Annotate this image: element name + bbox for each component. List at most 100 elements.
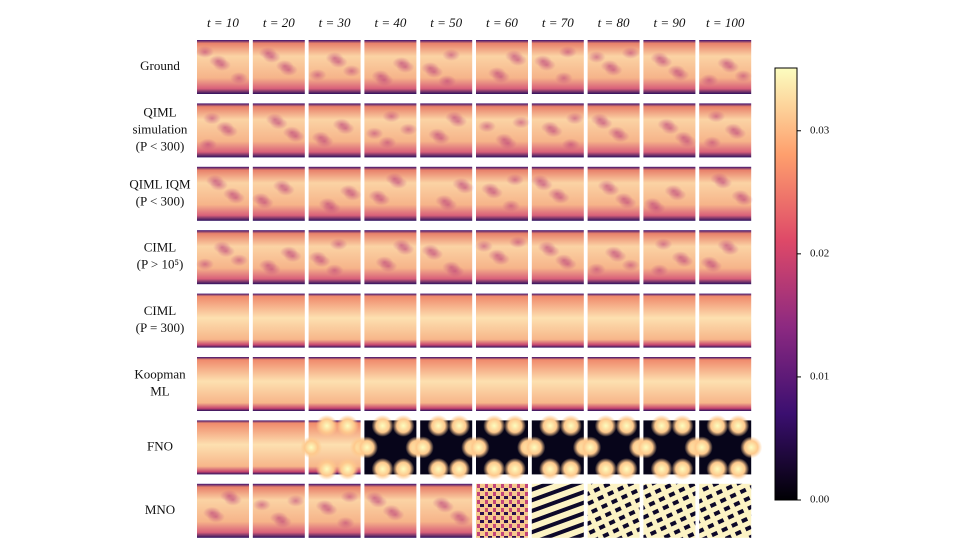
tile-spot — [590, 113, 609, 126]
tile-spot — [587, 51, 606, 63]
tile-blob — [650, 458, 673, 480]
tile-spot — [643, 197, 662, 210]
tile-bg — [364, 357, 417, 411]
tile-bg — [197, 357, 249, 411]
heatmap-tile — [197, 103, 249, 158]
tile-spot — [308, 69, 327, 81]
tile-bg — [252, 357, 305, 411]
tile-bg — [531, 357, 584, 411]
heatmap-tile — [420, 166, 475, 221]
tile-spot — [332, 118, 351, 131]
tile-bg — [197, 420, 249, 475]
tile-spot — [325, 52, 344, 64]
tile-blob — [315, 458, 338, 480]
tile-spot — [724, 123, 743, 136]
heatmap-tile — [643, 166, 696, 221]
heatmap-tile — [308, 357, 361, 411]
heatmap-tile — [252, 420, 305, 475]
heatmap-tile — [252, 40, 305, 94]
heatmap-tile — [197, 420, 249, 475]
heatmap-tile — [531, 230, 584, 285]
tile-blob — [559, 414, 582, 437]
heatmap-tile — [364, 103, 418, 158]
tile-blob — [356, 436, 378, 459]
tile-blob — [539, 414, 561, 437]
tile-blob — [483, 458, 506, 480]
tile-blob — [740, 436, 763, 459]
tile-spot — [650, 264, 669, 277]
heatmap-tile — [699, 230, 752, 285]
tile-bg — [643, 483, 696, 538]
tile-spot — [587, 263, 606, 276]
tile-blob — [706, 458, 729, 480]
row-label: CIML — [144, 303, 177, 318]
row-label: (P < 300) — [136, 193, 185, 208]
tile-bg — [531, 483, 584, 538]
tile-spot — [382, 504, 401, 517]
tile-blob — [504, 414, 526, 437]
tile-spot — [657, 118, 676, 131]
tile-spot — [710, 172, 729, 185]
colorbar-tick-label: 0.01 — [810, 370, 829, 382]
heatmap-tile — [252, 483, 305, 538]
tile-spot — [438, 75, 457, 87]
tile-spot — [258, 259, 277, 272]
tile-blob — [706, 414, 729, 437]
row-label: (P > 10⁵) — [137, 257, 184, 272]
tile-blob — [523, 436, 546, 459]
tile-spot — [399, 123, 418, 136]
heatmap-tile — [308, 483, 361, 538]
heatmap-tile — [308, 293, 361, 348]
column-label: t = 60 — [486, 15, 518, 30]
heatmap-tile — [579, 414, 651, 480]
tile-spot — [209, 55, 227, 67]
row-label: CIML — [144, 240, 177, 255]
tile-blob — [650, 414, 673, 437]
tile-spot — [664, 184, 683, 197]
tile-blob — [615, 414, 638, 437]
heatmap-tile — [308, 103, 361, 158]
tile-blob — [635, 436, 657, 459]
tile-spot — [203, 112, 221, 125]
row-label: (P = 300) — [136, 320, 185, 335]
tile-bg — [197, 293, 249, 348]
column-label: t = 80 — [598, 15, 630, 30]
row-label: simulation — [133, 121, 188, 136]
tile-blob — [483, 414, 506, 437]
heatmap-tile — [476, 103, 530, 158]
tile-bg — [420, 166, 473, 221]
tile-spot — [203, 506, 221, 519]
tile-blob — [727, 458, 750, 480]
tile-spot — [325, 264, 344, 277]
heatmap-tile — [531, 103, 584, 158]
heatmap-tile — [587, 293, 640, 348]
tile-spot — [392, 239, 411, 252]
tile-blob — [411, 436, 434, 459]
tile-spot — [475, 240, 493, 253]
heatmap-tile — [531, 293, 584, 348]
tile-spot — [703, 136, 722, 149]
heatmap-tile — [364, 40, 417, 94]
heatmap-tile — [196, 40, 249, 94]
tile-blob — [559, 458, 582, 480]
tile-bg — [364, 293, 417, 348]
tile-spot — [258, 47, 277, 59]
tile-blob — [690, 436, 713, 459]
tile-spot — [199, 138, 217, 151]
tile-spot — [339, 184, 358, 197]
tile-bg — [420, 357, 473, 411]
row-label: QIML IQM — [129, 176, 191, 191]
tile-spot — [336, 516, 355, 529]
tile-bg — [699, 357, 752, 411]
tile-spot — [442, 261, 461, 274]
tile-spot — [216, 121, 234, 134]
tile-spot — [251, 192, 270, 205]
tile-spot — [495, 133, 513, 146]
tile-blob — [336, 458, 359, 480]
heatmap-tile — [252, 103, 305, 158]
tile-spot — [600, 60, 619, 72]
tile-blob — [300, 436, 323, 459]
heatmap-tile — [197, 166, 249, 221]
tile-spot — [547, 187, 566, 200]
heatmap-tile — [252, 293, 305, 348]
